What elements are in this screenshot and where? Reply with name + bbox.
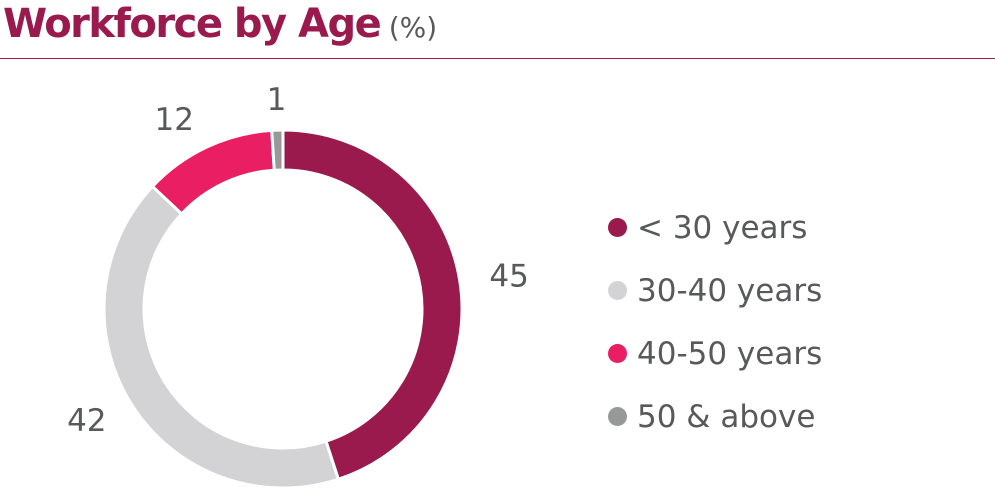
legend-item-40-50-years: 40-50 years: [608, 322, 822, 385]
data-label-50-above: 1: [267, 82, 287, 118]
chart-title: Workforce by Age (%): [3, 0, 437, 57]
legend-item-30-years: < 30 years: [608, 196, 822, 259]
legend-label: < 30 years: [637, 209, 808, 246]
legend-label: 40-50 years: [637, 335, 823, 372]
chart-legend: < 30 years 30-40 years 40-50 years 50 & abo…: [608, 196, 822, 448]
data-label-30-years: 45: [489, 258, 528, 294]
legend-label: 30-40 years: [637, 272, 823, 309]
legend-swatch: [608, 344, 627, 363]
legend-label: 50 & above: [637, 398, 816, 435]
chart-title-main: Workforce by Age: [3, 1, 382, 47]
donut-slice-50-above: [270, 128, 285, 172]
donut-slice-40-50-years: [151, 128, 276, 216]
data-label-40-50-years: 12: [155, 102, 194, 138]
chart-title-unit: (%): [388, 11, 438, 44]
legend-item-50-above: 50 & above: [608, 385, 822, 448]
legend-swatch: [608, 407, 627, 426]
donut-slice-30-years: [281, 128, 464, 481]
donut-slice-30-40-years: [102, 184, 340, 489]
legend-item-30-40-years: 30-40 years: [608, 259, 822, 322]
legend-swatch: [608, 281, 627, 300]
title-divider: [0, 58, 995, 59]
legend-swatch: [608, 218, 627, 237]
data-label-30-40-years: 42: [67, 403, 106, 439]
